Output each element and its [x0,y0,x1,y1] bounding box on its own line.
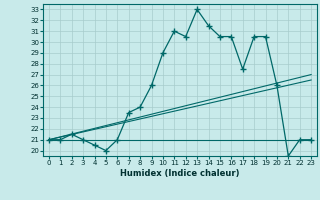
X-axis label: Humidex (Indice chaleur): Humidex (Indice chaleur) [120,169,240,178]
